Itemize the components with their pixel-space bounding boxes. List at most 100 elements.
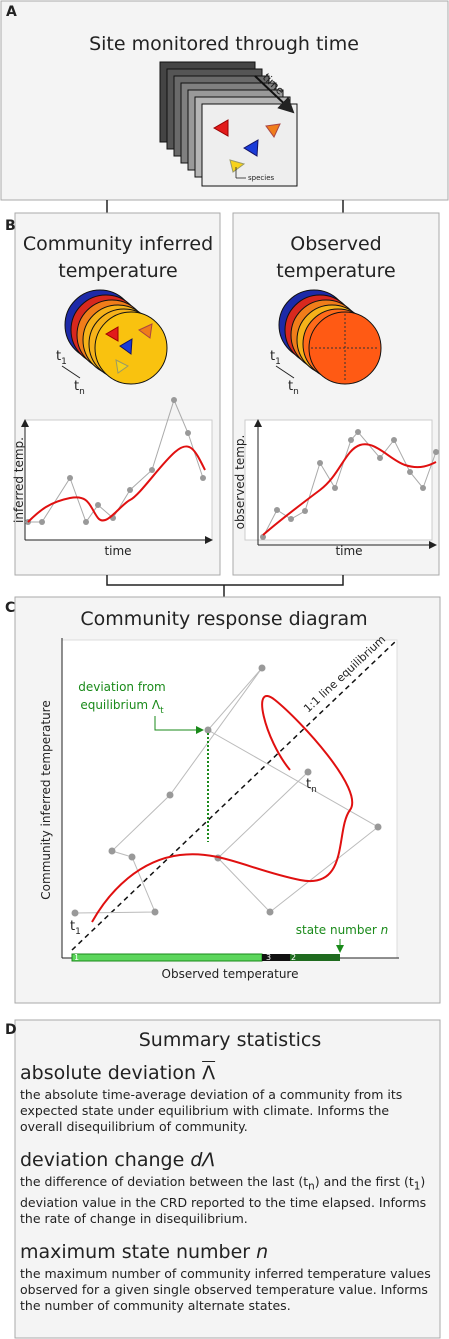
heading-symbol: dΛ [190,1149,216,1171]
label: Community response diagram [80,608,367,630]
label: 2 [291,953,296,962]
panel-b-left-polygon [138,323,153,339]
panel-b-left-g-circle [39,519,45,525]
label: Observed temperature [162,967,299,981]
heading-text: maximum state number [20,1240,251,1263]
label: t [270,349,275,364]
panel-b-right-g-circle [420,485,426,491]
panel-b-right-g-circle [260,534,266,540]
panel-b-right-g-circle [355,429,361,435]
panel-c-path [91,695,354,923]
panel-b-left: B Community inferred temperature t1 tn i… [5,212,221,576]
panel-c-g-circle [108,847,116,855]
panel-b-left-g-circle [67,475,73,481]
panel-a: A Site monitored through time time speci… [0,0,449,201]
item-text: the difference of deviation between the … [20,1174,432,1227]
panel-c: C Community response diagram 1:1 line eq… [5,596,441,1004]
panel-b-left-line [61,365,81,379]
symbol-sub: n [308,1180,315,1193]
label: t [160,706,164,716]
label: species [248,174,274,182]
label: 3 [266,953,271,962]
panel-b-right-text: tn [288,379,299,397]
panel-a-polygon [212,119,229,137]
label: 1 [275,357,281,367]
summary-item: maximum state number n the maximum number… [20,1241,432,1314]
label: inferred temp. [12,437,26,523]
text-part: the difference of deviation between the … [20,1174,304,1189]
connector [106,575,344,597]
symbol-sub: 1 [413,1180,421,1193]
label: Community inferred [23,233,213,255]
item-text: the maximum number of community inferred… [20,1266,432,1314]
label: t [288,379,293,394]
panel-c-rect [262,954,290,961]
panel-d: D Summary statistics [5,1019,441,1339]
label: time [335,544,362,558]
label: 1 [61,357,67,367]
connector [106,200,344,213]
label: temperature [58,260,177,282]
text-part: the absolute time-average deviation of a… [20,1087,403,1134]
panel-b-left-g-circle [171,397,177,403]
panel-c-g-circle [204,726,212,734]
panel-b-right-text: t1 [270,349,281,367]
panel-b-left-text: t1 [56,349,67,367]
panel-c-g-circle [128,853,136,861]
text-part: ) deviation value in the CRD reported to… [20,1174,427,1226]
panel-c-g-circle [266,908,274,916]
connector-polyline [106,575,344,586]
panel-b-right-g-circle [348,437,354,443]
panel-c-g-circle [166,791,174,799]
panel-b-left-polygon [105,326,119,342]
text-part: ) and the first ( [314,1174,409,1189]
label: n [293,387,299,397]
panel-c-polyline [154,716,204,734]
panel-b-right-g-circle [433,449,439,455]
label: equilibrium Λ [80,698,161,712]
label: temperature [276,260,395,282]
panel-c-text: state number n [296,923,388,937]
label: n [381,923,389,937]
panel-b-left-g-circle [127,487,133,493]
label: observed temp. [233,435,247,530]
panel-b-left-text: tn [74,379,85,397]
heading-symbol: n [256,1240,269,1263]
label: C [5,600,15,616]
label: D [5,1022,17,1038]
panel-b-left-polygon [115,359,129,374]
summary-item: deviation change dΛ the difference of dev… [20,1149,432,1227]
panel-b-right-g-circle [288,516,294,522]
panel-b-right: Observed temperature t1 tn observed temp… [232,212,440,576]
panel-b-left-rect [24,419,213,541]
heading-text: absolute deviation [20,1062,197,1084]
label: deviation from [78,680,166,694]
label: Site monitored through time [89,33,359,55]
label: n [79,387,85,397]
panel-c-g-circle [304,768,312,776]
panel-c-text: t1 [70,919,81,937]
panel-c-rect [71,953,263,962]
panel-b-right-path [262,443,437,536]
label: B [5,218,16,234]
label: 1 [75,927,81,937]
panel-c-g-circle [374,823,382,831]
panel-b-left-polygon [119,338,133,355]
panel-b-right-g-circle [317,460,323,466]
panel-b-left-g-circle [83,519,89,525]
panel-b-left-g [25,397,206,525]
panel-b-right-g-circle [377,455,383,461]
panel-c-rect [290,954,340,961]
item-heading: absolute deviation Λ [20,1062,432,1084]
panel-b-right-g-circle [407,469,413,475]
label: Community inferred temperature [39,700,53,899]
text-part: the maximum number of community inferred… [20,1265,431,1313]
symbol-base: t [303,1174,309,1189]
panel-b-right-g-circle [302,508,308,514]
label: Summary statistics [139,1029,322,1051]
heading-symbol: Λ [202,1062,216,1084]
item-heading: maximum state number n [20,1241,432,1263]
